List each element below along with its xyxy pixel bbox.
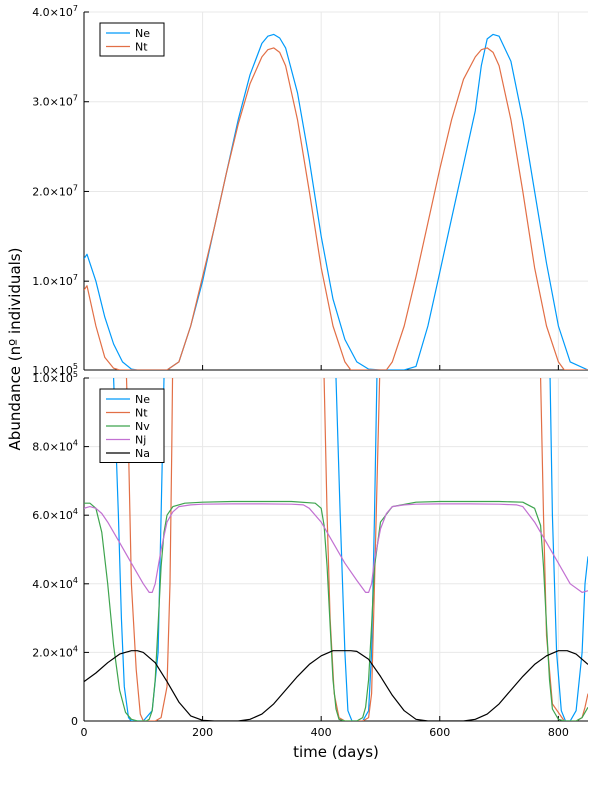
- series-line-na: [84, 650, 588, 721]
- top-y-tick-label-exponent: 7: [73, 183, 78, 192]
- bot-y-tick-label: 8.0×104: [32, 439, 78, 454]
- bot-y-tick-label-exponent: 4: [73, 507, 78, 516]
- bottom-gridlines: [84, 377, 588, 721]
- legend-label-na: Na: [135, 447, 150, 460]
- x-tick-label: 400: [311, 726, 332, 739]
- y-axis-label: Abundance (nº individuals): [6, 248, 24, 451]
- bot-y-tick-label-mantissa: 2.0×10: [32, 646, 73, 659]
- top-y-tick-label-exponent: 7: [73, 4, 78, 13]
- top-y-tick-label: 1.0×107: [32, 273, 78, 288]
- x-tick-label: 600: [429, 726, 450, 739]
- bot-y-tick-label-exponent: 5: [73, 370, 78, 379]
- legend-label-nj: Nj: [135, 434, 146, 447]
- x-tick-label: 0: [81, 726, 88, 739]
- top-gridlines: [84, 11, 588, 370]
- bot-y-tick-label-mantissa: 4.0×10: [32, 578, 73, 591]
- top-y-tick-label-mantissa: 3.0×10: [32, 96, 73, 109]
- bot-y-tick-label: 0: [71, 715, 78, 728]
- top-y-tick-label: 4.0×107: [32, 4, 78, 19]
- top-y-tick-label-mantissa: 2.0×10: [32, 185, 73, 198]
- top-y-tick-label-exponent: 7: [73, 94, 78, 103]
- legend-label-nv: Nv: [135, 420, 150, 433]
- series-line-ne: [84, 33, 588, 370]
- top-y-tick-label-bottom: 1.0×105: [32, 362, 78, 377]
- series-line-ne: [112, 378, 588, 721]
- bot-y-tick-label-exponent: 4: [73, 644, 78, 653]
- top-y-tick-label-exponent: 7: [73, 273, 78, 282]
- legend-label-ne: Ne: [135, 393, 150, 406]
- bot-y-tick-label: 4.0×104: [32, 576, 78, 591]
- bot-y-tick-label: 6.0×104: [32, 507, 78, 522]
- bottom-panel: 0 200 400 600 800 02.0×1044.0×1046.0×1048.0×…: [32, 370, 588, 761]
- x-tick-label: 200: [192, 726, 213, 739]
- bottom-series-group: [84, 378, 588, 721]
- top-y-tick-label: 3.0×107: [32, 94, 78, 109]
- bot-y-tick-label-mantissa: 0: [71, 715, 78, 728]
- bot-y-tick-label: 1.0×105: [32, 370, 78, 385]
- x-tick-label: 800: [548, 726, 569, 739]
- bottom-x-ticks: 0 200 400 600 800: [81, 716, 569, 739]
- legend-label-nt: Nt: [135, 41, 148, 54]
- top-legend-box: [99, 22, 165, 57]
- top-y-tick-label-mantissa: 1.0×10: [32, 275, 73, 288]
- top-x-ticks: [83, 365, 559, 370]
- series-line-nt: [84, 47, 588, 370]
- top-y-tick-label-mantissa: 4.0×10: [32, 6, 73, 19]
- legend-label-nt: Nt: [135, 407, 148, 420]
- x-axis-label: time (days): [293, 743, 379, 761]
- top-y-tick-label: 2.0×107: [32, 183, 78, 198]
- bot-y-tick-label: 2.0×104: [32, 644, 78, 659]
- bot-y-tick-label-exponent: 4: [73, 439, 78, 448]
- bot-y-tick-label-mantissa: 6.0×10: [32, 509, 73, 522]
- bot-y-tick-label-exponent: 4: [73, 576, 78, 585]
- top-y-tick-label-bottom-exponent: 5: [73, 362, 78, 371]
- series-line-nj: [84, 503, 588, 594]
- bot-y-tick-label-mantissa: 8.0×10: [32, 441, 73, 454]
- bot-y-tick-label-mantissa: 1.0×10: [32, 372, 73, 385]
- legend-label-ne: Ne: [135, 27, 150, 40]
- top-y-tick-label-bottom-mantissa: 1.0×10: [32, 364, 73, 377]
- top-series-group: [84, 33, 588, 370]
